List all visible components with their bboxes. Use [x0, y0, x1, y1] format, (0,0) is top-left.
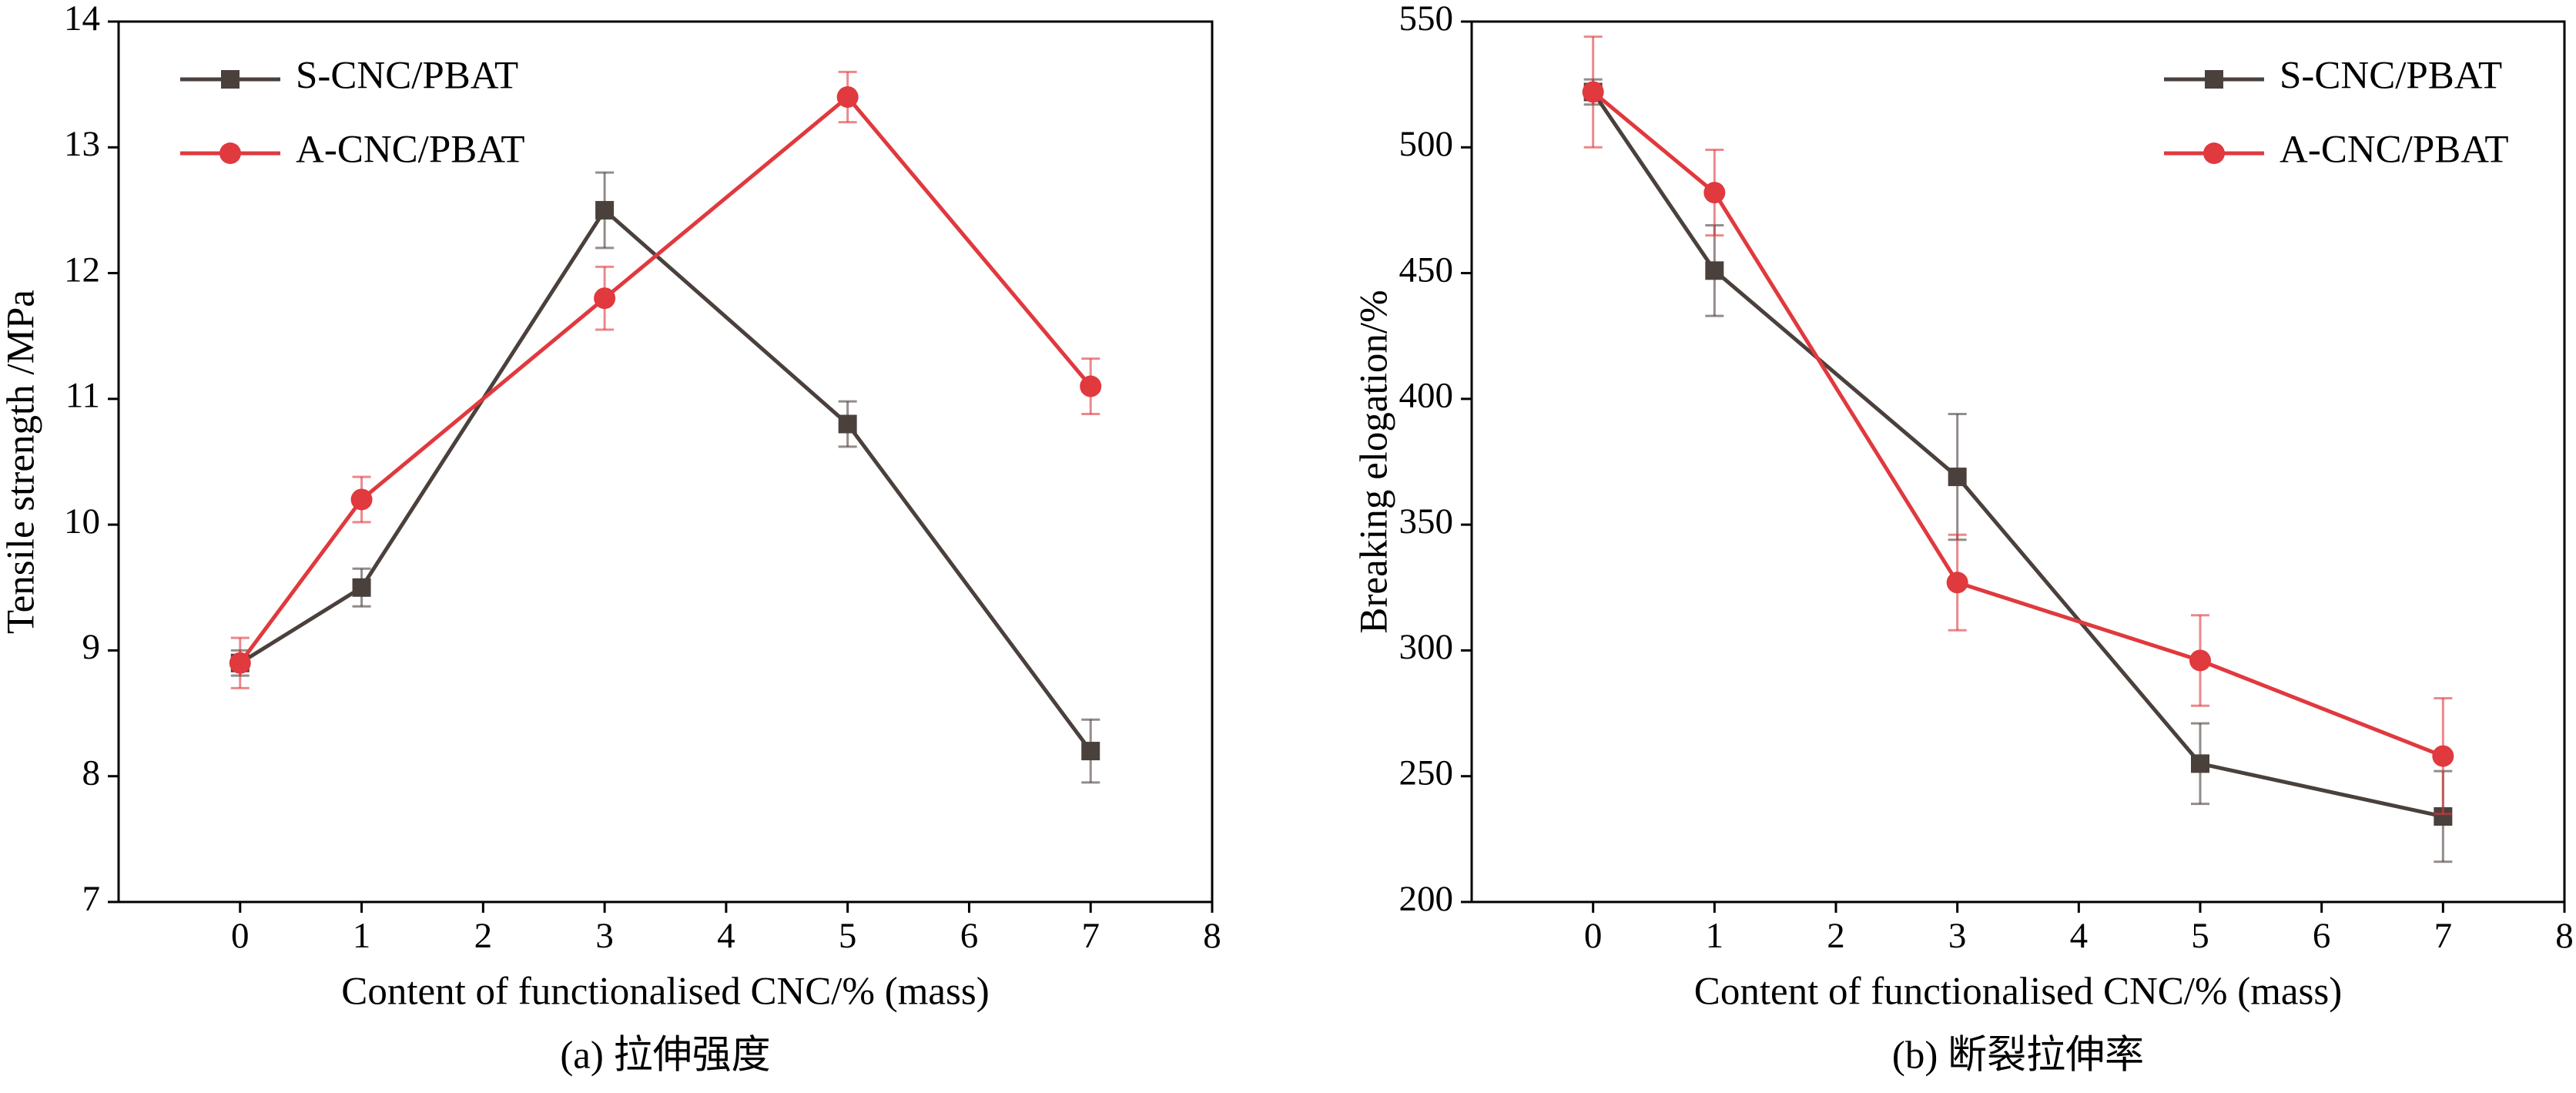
y-tick-label: 12 — [64, 250, 100, 290]
y-tick-label: 8 — [82, 753, 101, 793]
y-tick-label: 400 — [1399, 376, 1454, 416]
marker — [1703, 182, 1726, 204]
x-tick-label: 3 — [595, 916, 614, 956]
x-tick-label: 5 — [2191, 916, 2209, 956]
x-tick-label: 5 — [839, 916, 857, 956]
x-tick-label: 1 — [1706, 916, 1724, 956]
marker — [352, 578, 371, 597]
y-axis-label: Breaking elogation/% — [1353, 290, 1396, 633]
y-tick-label: 450 — [1399, 250, 1454, 290]
marker — [1081, 742, 1100, 761]
x-tick-label: 4 — [2070, 916, 2089, 956]
marker — [1705, 261, 1724, 280]
marker — [836, 85, 859, 108]
y-axis-label: Tensile strength /MPa — [0, 290, 43, 634]
marker — [594, 287, 616, 310]
x-tick-label: 2 — [1827, 916, 1845, 956]
marker — [1080, 375, 1102, 397]
x-axis-label: Content of functionalised CNC/% (mass) — [1694, 971, 2342, 1014]
x-tick-label: 6 — [960, 916, 979, 956]
y-tick-label: 500 — [1399, 124, 1454, 164]
marker — [2189, 649, 2211, 672]
marker — [350, 488, 373, 511]
legend-label: A-CNC/PBAT — [296, 129, 525, 172]
marker — [2432, 745, 2454, 767]
x-tick-label: 6 — [2313, 916, 2331, 956]
plot-frame — [117, 20, 1214, 904]
legend-label: A-CNC/PBAT — [2280, 129, 2509, 172]
legend-marker — [219, 142, 241, 164]
y-tick-label: 9 — [82, 627, 101, 667]
legend-label: S-CNC/PBAT — [296, 55, 518, 98]
x-tick-label: 0 — [231, 916, 250, 956]
marker — [1582, 81, 1604, 103]
plot-frame — [1470, 20, 2566, 904]
y-tick-label: 11 — [65, 376, 100, 416]
marker — [2191, 754, 2209, 773]
series-line — [239, 207, 1093, 753]
marker — [595, 200, 615, 220]
y-tick-label: 550 — [1399, 0, 1454, 39]
x-tick-label: 8 — [2555, 916, 2574, 956]
caption: (b) 断裂拉伸率 — [1892, 1034, 2144, 1078]
legend-marker — [2205, 70, 2223, 89]
x-tick-label: 0 — [1584, 916, 1603, 956]
legend-marker — [2203, 142, 2225, 164]
marker — [838, 414, 857, 434]
y-tick-label: 13 — [64, 124, 100, 164]
x-tick-label: 7 — [1081, 916, 1100, 956]
y-tick-label: 200 — [1399, 879, 1454, 919]
y-tick-label: 350 — [1399, 501, 1454, 541]
x-tick-label: 2 — [474, 916, 493, 956]
legend-marker — [221, 70, 240, 89]
y-tick-label: 250 — [1399, 753, 1454, 793]
marker — [229, 652, 251, 674]
y-tick-label: 14 — [64, 0, 100, 39]
y-tick-label: 10 — [64, 501, 100, 541]
y-tick-label: 7 — [82, 879, 101, 919]
x-axis-label: Content of functionalised CNC/% (mass) — [341, 971, 989, 1014]
x-tick-label: 4 — [717, 916, 735, 956]
y-tick-label: 300 — [1399, 627, 1454, 667]
x-tick-label: 1 — [353, 916, 371, 956]
legend-label: S-CNC/PBAT — [2280, 55, 2502, 98]
marker — [1948, 468, 1967, 487]
x-tick-label: 8 — [1203, 916, 1221, 956]
marker — [1946, 572, 1968, 594]
caption: (a) 拉伸强度 — [560, 1034, 770, 1078]
x-tick-label: 3 — [1948, 916, 1967, 956]
x-tick-label: 7 — [2434, 916, 2453, 956]
